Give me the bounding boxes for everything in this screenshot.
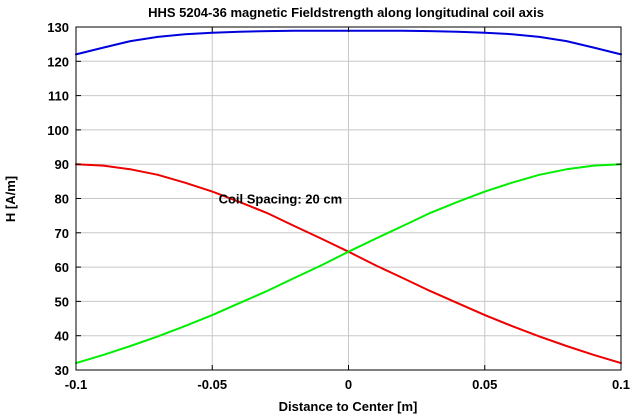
y-tick-label: 110 [48, 89, 69, 104]
y-tick-label: 100 [47, 123, 69, 138]
y-tick-label: 120 [47, 54, 69, 69]
series-line-coil-2 [75, 163, 622, 365]
tick-layer: -0.1 -0.05 0 0.05 0.1 30 40 50 60 70 80 90 100 110 120… [47, 20, 630, 392]
x-tick-label: 0.1 [612, 377, 630, 392]
grid-layer [76, 27, 621, 370]
x-tick-label: 0 [345, 377, 352, 392]
x-tick-label: -0.1 [65, 377, 87, 392]
x-tick-label: 0.05 [472, 377, 497, 392]
y-tick-label: 70 [55, 226, 69, 241]
x-tick-label: -0.05 [197, 377, 227, 392]
y-tick-label: 130 [47, 20, 69, 35]
y-axis-label: H [A/m] [3, 176, 18, 222]
x-axis-label: Distance to Center [m] [279, 399, 418, 414]
y-tick-label: 40 [55, 329, 69, 344]
y-tick-label: 30 [55, 363, 69, 378]
coil-spacing-annotation: Coil Spacing: 20 cm [219, 192, 343, 207]
y-tick-label: 60 [55, 260, 69, 275]
chart-title: HHS 5204-36 magnetic Fieldstrength along… [148, 5, 544, 20]
y-tick-label: 50 [55, 294, 69, 309]
y-tick-label: 90 [55, 157, 69, 172]
y-tick-label: 80 [55, 192, 69, 207]
